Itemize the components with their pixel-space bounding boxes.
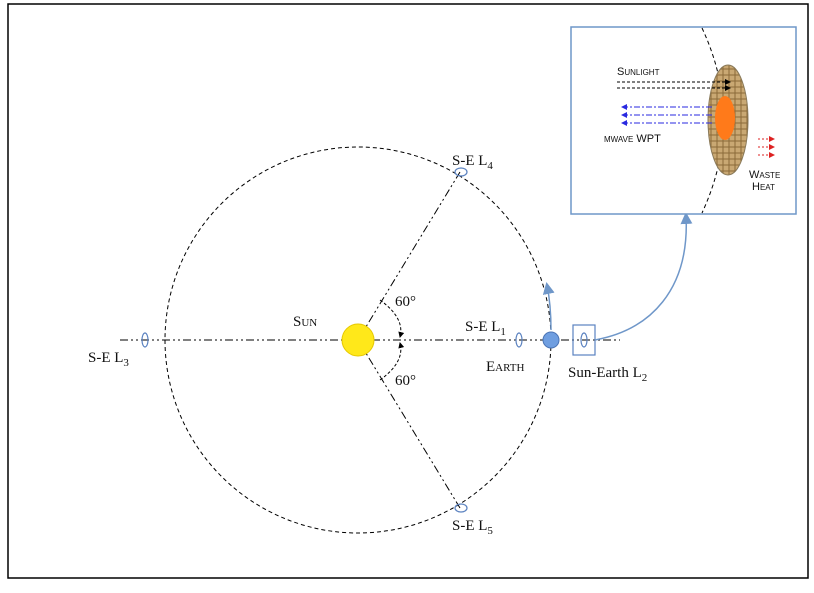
inset-label: Heat xyxy=(752,181,775,193)
label: S-E L xyxy=(88,350,123,366)
label: 1 xyxy=(500,326,506,338)
earth xyxy=(542,331,560,349)
label: 60° xyxy=(395,373,416,389)
inset: Sunlight µwave WPT Waste Heat xyxy=(570,26,797,215)
label: Sun-Earth L2 xyxy=(568,365,647,384)
label: S-E L4 xyxy=(452,153,493,172)
label: 3 xyxy=(123,357,129,369)
label: 4 xyxy=(487,160,493,172)
label: S-E L xyxy=(465,319,500,335)
frame xyxy=(7,3,809,579)
label: 60° xyxy=(395,294,416,310)
inset-label: Waste xyxy=(749,169,780,181)
label: Earth xyxy=(486,359,525,375)
label: S-E L xyxy=(452,153,487,169)
inset-label: µwave WPT xyxy=(604,133,661,145)
orbit-arrow xyxy=(542,282,555,331)
label: S-E L1 xyxy=(465,319,506,338)
inset-label: Sunlight xyxy=(617,66,660,78)
label: Sun xyxy=(293,314,317,330)
label: S-E L5 xyxy=(452,518,493,537)
angle-arc xyxy=(379,299,405,338)
label: Sun-Earth L xyxy=(568,365,642,381)
axes xyxy=(120,171,620,509)
label: S-E L3 xyxy=(88,350,129,369)
label: 2 xyxy=(642,372,648,384)
label: 5 xyxy=(487,525,493,537)
angle-arc xyxy=(379,342,405,381)
label: S-E L xyxy=(452,518,487,534)
callout-arrow xyxy=(594,212,693,341)
sun xyxy=(341,323,375,357)
